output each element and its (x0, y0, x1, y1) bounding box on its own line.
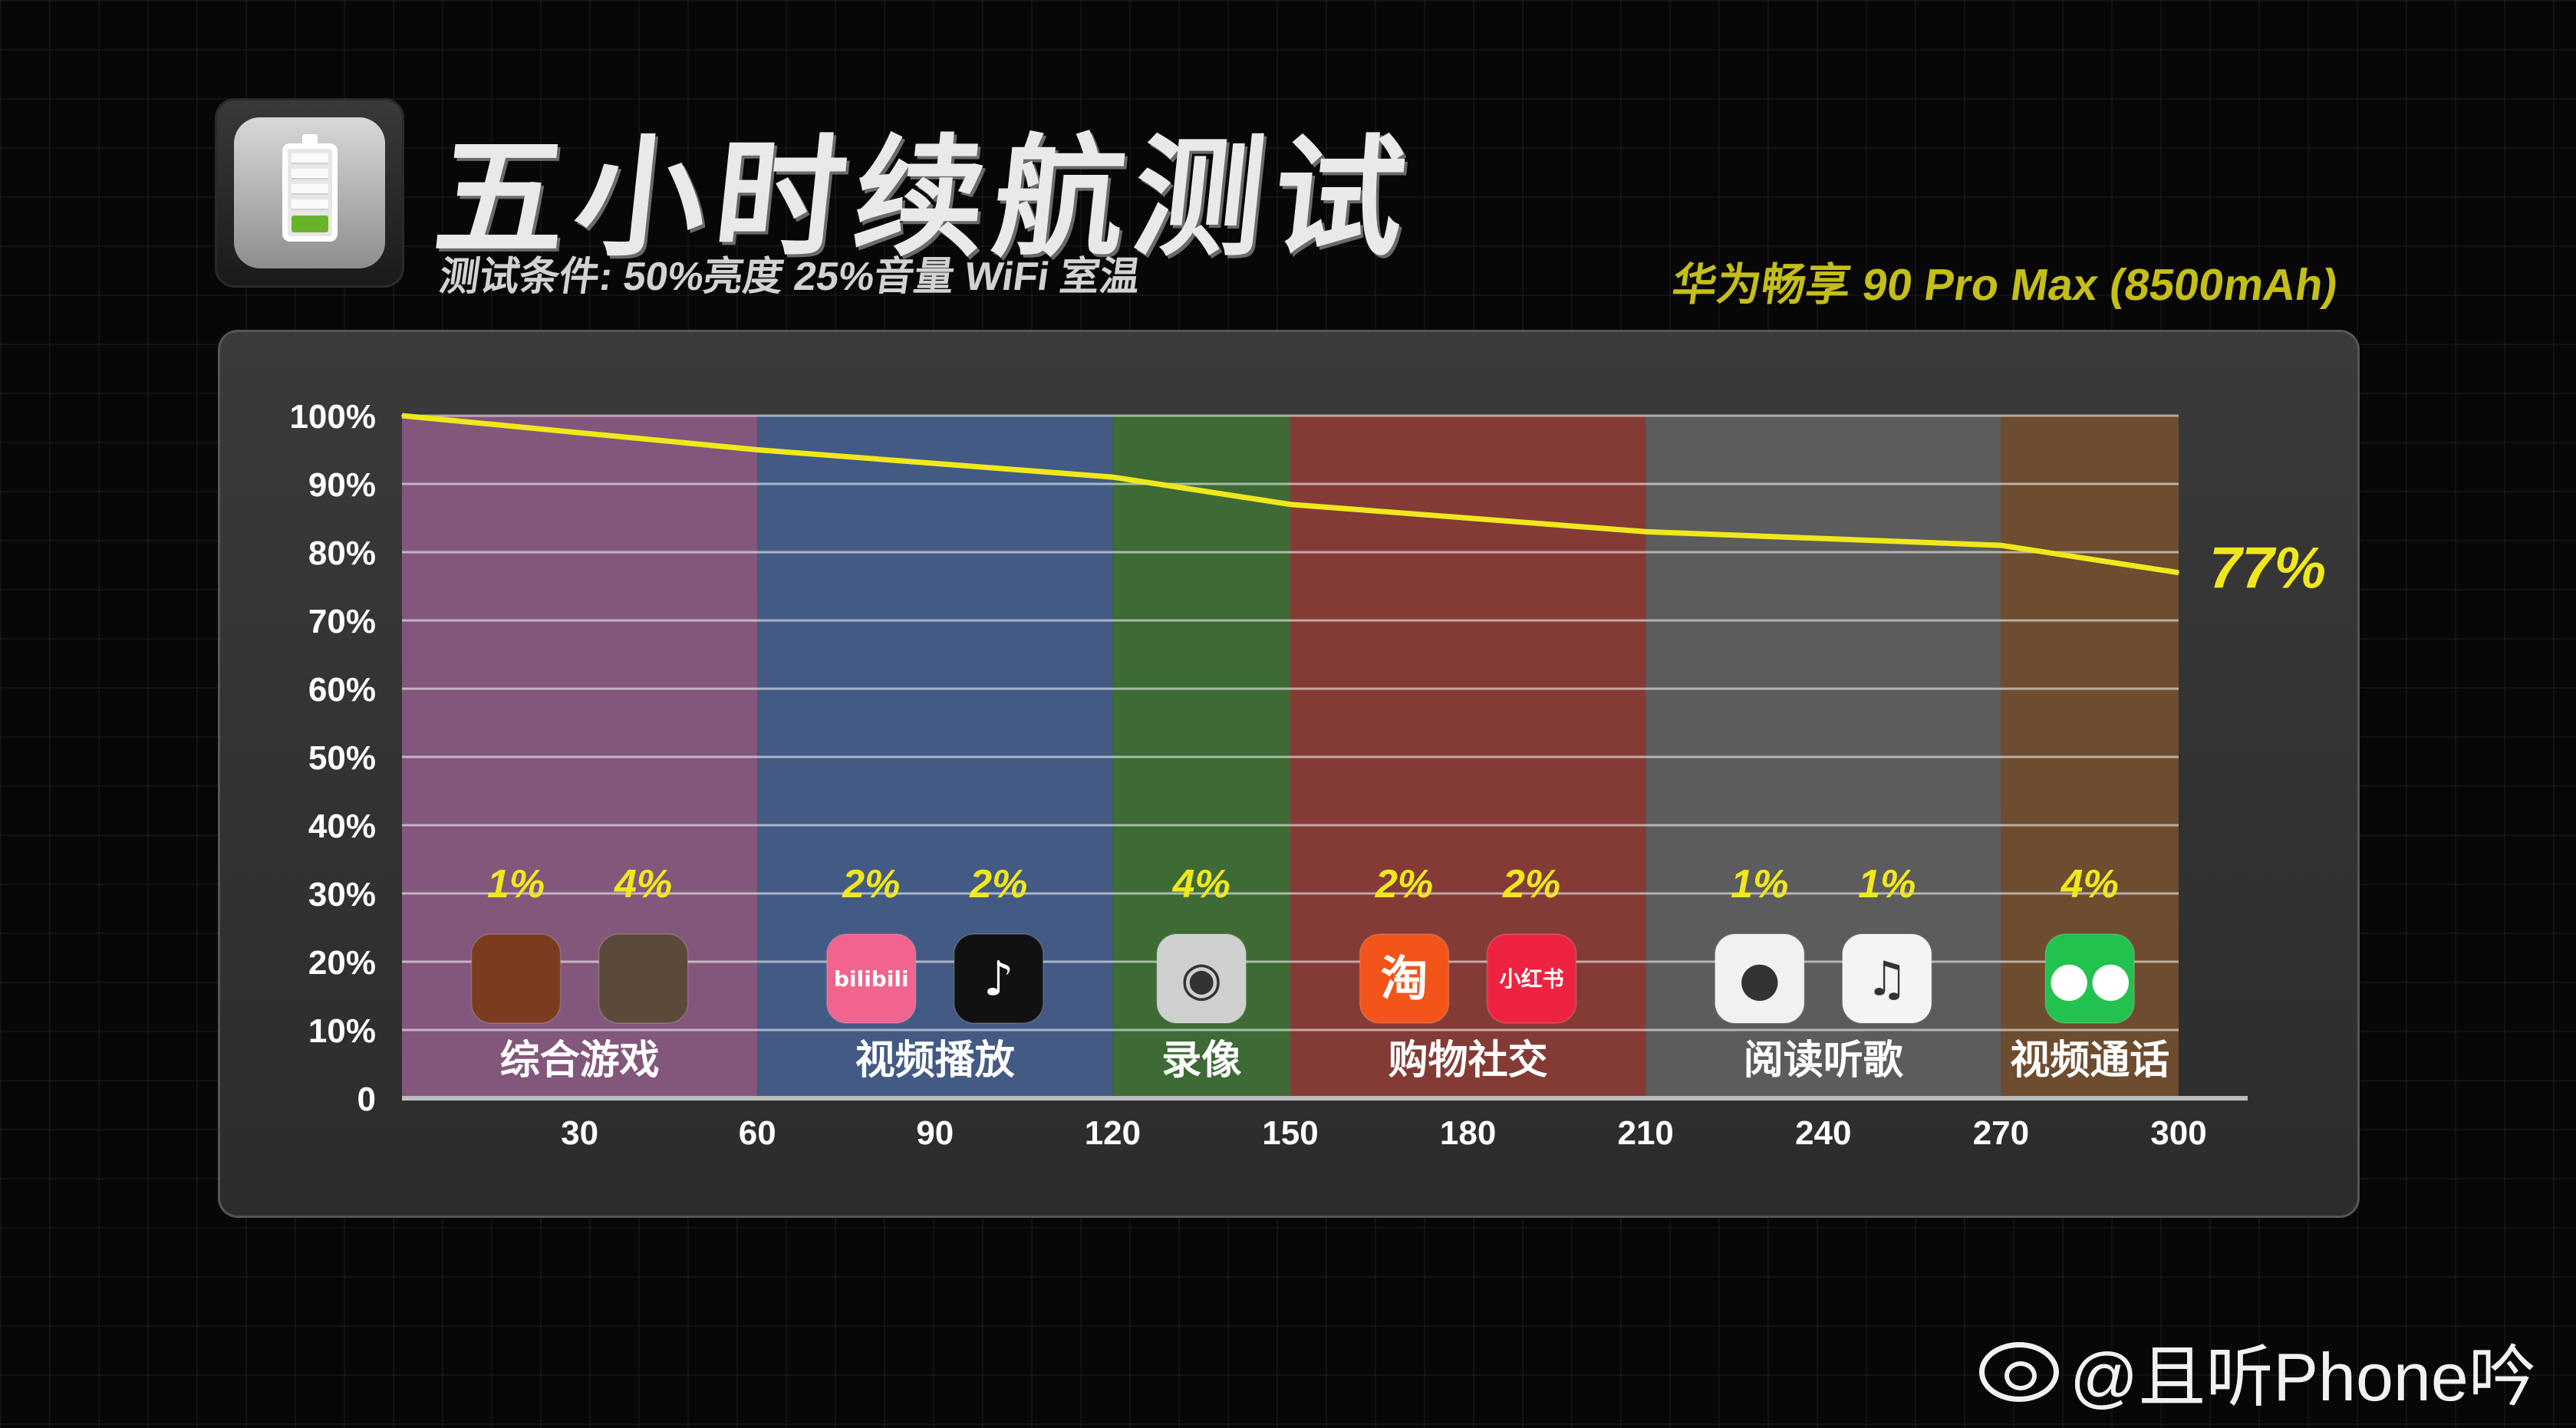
y-tick-label: 0 (357, 1081, 376, 1118)
tomato-novel-icon-glyph: ● (1739, 951, 1780, 1007)
y-tick-label: 60% (308, 671, 376, 709)
watermark: @且听Phone吟 (1979, 1323, 2536, 1420)
app-percentage: 4% (1172, 862, 1230, 906)
y-tick-label: 80% (308, 535, 376, 572)
y-tick-label: 20% (308, 944, 376, 982)
app-percentage: 1% (487, 862, 545, 906)
y-tick-label: 10% (308, 1012, 376, 1050)
douyin-icon-glyph: ♪ (983, 951, 1014, 1007)
taobao-icon-glyph: 淘 (1381, 951, 1428, 1007)
segment-label: 综合游戏 (500, 1038, 660, 1083)
app-percentage: 2% (842, 862, 900, 906)
chart-panel: 0 10% 20% 30% 40% 50% 60% 70% 80% 90% 100% 30 60 90 12… (218, 330, 2360, 1218)
battery-point (1645, 531, 1647, 533)
battery-point (2000, 545, 2002, 547)
wechat-icon (2044, 933, 2136, 1024)
x-tick-label: 90 (916, 1114, 954, 1152)
x-tick-label: 180 (1440, 1114, 1496, 1152)
segment-label: 视频通话 (2010, 1038, 2169, 1083)
segment-label: 购物社交 (1388, 1038, 1548, 1083)
tomato-novel-icon (1714, 933, 1805, 1024)
xiaohongshu-icon (1486, 933, 1577, 1024)
wechat-icon-glyph: ●● (2048, 951, 2131, 1007)
y-tick-label: 30% (308, 876, 376, 913)
app-percentage: 2% (1375, 862, 1433, 906)
pubg-icon (598, 933, 689, 1024)
segment-label: 视频播放 (855, 1038, 1015, 1083)
x-tick-label: 60 (739, 1114, 776, 1152)
bilibili-icon-glyph: bilibili (834, 966, 909, 992)
x-tick-label: 240 (1795, 1114, 1851, 1152)
bilibili-icon (825, 933, 917, 1024)
x-tick-label: 120 (1085, 1114, 1141, 1152)
y-tick-label: 50% (308, 739, 376, 777)
test-conditions: 测试条件: 50%亮度 25%音量 WiFi 室温 (436, 255, 1143, 299)
battery-chart: 0 10% 20% 30% 40% 50% 60% 70% 80% 90% 100% 30 60 90 12… (289, 398, 2326, 1152)
app-percentage: 4% (614, 862, 672, 906)
watermark-text: @且听Phone吟 (2070, 1339, 2536, 1415)
device-name: 华为畅享 90 Pro Max (8500mAh) (1668, 260, 2341, 310)
qq-music-icon (1841, 933, 1932, 1024)
end-value-label: 77% (2209, 536, 2326, 601)
app-percentage: 1% (1731, 862, 1788, 906)
app-percentage: 2% (969, 862, 1027, 906)
app-percentage: 1% (1858, 862, 1916, 906)
y-tick-label: 100% (289, 398, 376, 436)
app-percentage: 2% (1502, 862, 1560, 906)
camera-icon-glyph: ◉ (1181, 951, 1222, 1007)
battery-point (756, 449, 759, 451)
battery-point (401, 415, 403, 416)
battery-icon (215, 98, 404, 288)
x-tick-label: 270 (1973, 1114, 2029, 1152)
camera-icon (1156, 933, 1247, 1024)
xiaohongshu-icon-glyph: 小红书 (1500, 966, 1564, 992)
honor-of-kings-icon (470, 933, 562, 1024)
taobao-icon (1359, 933, 1450, 1024)
x-tick-label: 300 (2150, 1114, 2206, 1152)
y-tick-label: 90% (308, 466, 376, 504)
battery-point (2178, 571, 2179, 574)
x-tick-label: 210 (1617, 1114, 1673, 1152)
battery-point (1290, 503, 1291, 505)
segment-label: 阅读听歌 (1744, 1038, 1904, 1083)
x-tick-label: 30 (561, 1114, 598, 1152)
x-tick-label: 150 (1262, 1114, 1318, 1152)
segment-label: 录像 (1161, 1038, 1241, 1083)
app-percentage: 4% (2060, 862, 2119, 906)
y-tick-label: 70% (308, 603, 376, 640)
y-tick-label: 40% (308, 808, 376, 845)
douyin-icon (953, 933, 1044, 1024)
battery-point (1112, 476, 1114, 479)
qq-music-icon-glyph: ♫ (1866, 951, 1909, 1007)
weibo-icon (1979, 1341, 2059, 1402)
